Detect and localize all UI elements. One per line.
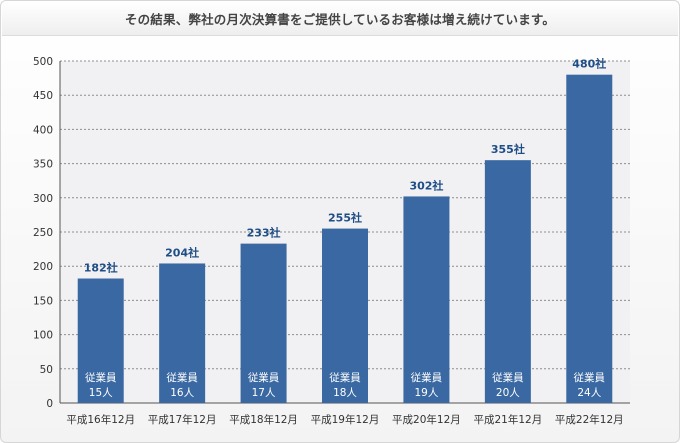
- employee-count-label: 24人: [577, 387, 601, 399]
- employee-prefix-label: 従業員: [492, 371, 524, 384]
- y-tick-label: 150: [33, 295, 53, 307]
- employee-prefix-label: 従業員: [248, 371, 280, 384]
- value-label: 255社: [328, 211, 362, 225]
- bar: [240, 243, 287, 403]
- employee-count-label: 18人: [333, 387, 357, 399]
- x-tick-label: 平成18年12月: [229, 413, 298, 426]
- employee-count-label: 15人: [89, 387, 113, 399]
- employee-prefix-label: 従業員: [574, 371, 606, 384]
- value-label: 233社: [247, 226, 281, 240]
- employee-count-label: 16人: [170, 387, 194, 399]
- bar: [159, 263, 206, 403]
- x-tick-label: 平成20年12月: [392, 413, 461, 426]
- x-tick-label: 平成22年12月: [555, 413, 624, 426]
- x-tick-label: 平成16年12月: [66, 413, 135, 426]
- employee-prefix-label: 従業員: [329, 371, 361, 384]
- chart-header: [2, 2, 678, 36]
- y-tick-label: 350: [33, 159, 53, 171]
- bar: [403, 196, 450, 403]
- x-tick-label: 平成19年12月: [311, 413, 380, 426]
- y-tick-label: 450: [33, 90, 53, 102]
- employee-prefix-label: 従業員: [166, 371, 198, 384]
- employee-prefix-label: 従業員: [85, 371, 117, 384]
- y-tick-label: 500: [33, 56, 53, 68]
- bar: [322, 228, 368, 403]
- employee-count-label: 20人: [496, 387, 520, 399]
- employee-count-label: 17人: [252, 387, 276, 399]
- x-tick-label: 平成17年12月: [148, 413, 217, 426]
- value-label: 182社: [84, 261, 118, 275]
- value-label: 355社: [491, 142, 525, 156]
- y-tick-label: 50: [40, 364, 53, 376]
- y-tick-label: 400: [33, 124, 53, 136]
- y-tick-label: 100: [33, 330, 53, 342]
- y-tick-label: 250: [33, 227, 53, 239]
- employee-prefix-label: 従業員: [411, 371, 443, 384]
- y-tick-label: 0: [46, 398, 53, 410]
- employee-count-label: 19人: [414, 387, 438, 399]
- x-tick-label: 平成21年12月: [473, 413, 542, 426]
- y-tick-label: 200: [33, 261, 53, 273]
- y-tick-label: 300: [33, 193, 53, 205]
- bar: [77, 278, 124, 403]
- value-label: 480社: [572, 57, 606, 71]
- value-label: 204社: [165, 245, 199, 259]
- bar: [566, 74, 613, 404]
- chart-title: その結果、弊社の月次決算書をご提供しているお客様は増え続けています。: [124, 12, 556, 27]
- value-label: 302社: [409, 178, 443, 192]
- bar: [484, 160, 531, 403]
